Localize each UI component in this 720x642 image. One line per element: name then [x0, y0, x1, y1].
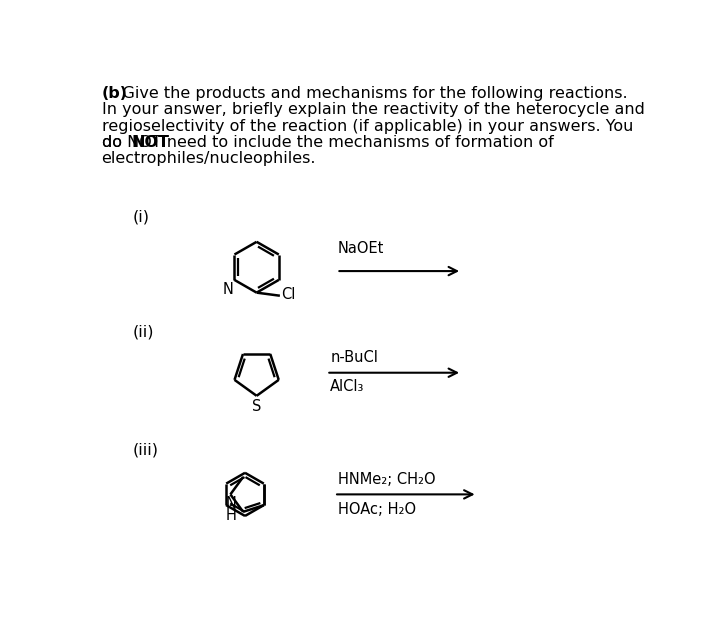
Text: electrophiles/nucleophiles.: electrophiles/nucleophiles. [102, 151, 316, 166]
Text: n-BuCl: n-BuCl [330, 350, 378, 365]
Text: (b): (b) [102, 86, 127, 101]
Text: (iii): (iii) [132, 442, 158, 457]
Text: S: S [252, 399, 261, 414]
Text: N: N [226, 496, 237, 511]
Text: HNMe₂; CH₂O: HNMe₂; CH₂O [338, 472, 436, 487]
Text: H: H [226, 508, 237, 523]
Text: AlCl₃: AlCl₃ [330, 379, 364, 394]
Text: NaOEt: NaOEt [338, 241, 384, 256]
Text: (ii): (ii) [132, 325, 154, 340]
Text: HOAc; H₂O: HOAc; H₂O [338, 502, 416, 517]
Text: regioselectivity of the reaction (if applicable) in your answers. You: regioselectivity of the reaction (if app… [102, 119, 633, 134]
Text: (i): (i) [132, 209, 150, 225]
Text: do NOT need to include the mechanisms of formation of: do NOT need to include the mechanisms of… [102, 135, 554, 150]
Text: N: N [222, 282, 234, 297]
Text: NOT: NOT [131, 135, 169, 150]
Text: do: do [102, 135, 127, 150]
Text: In your answer, briefly explain the reactivity of the heterocycle and: In your answer, briefly explain the reac… [102, 103, 644, 117]
Text: Cl: Cl [282, 288, 296, 302]
Text: Give the products and mechanisms for the following reactions.: Give the products and mechanisms for the… [102, 86, 627, 101]
